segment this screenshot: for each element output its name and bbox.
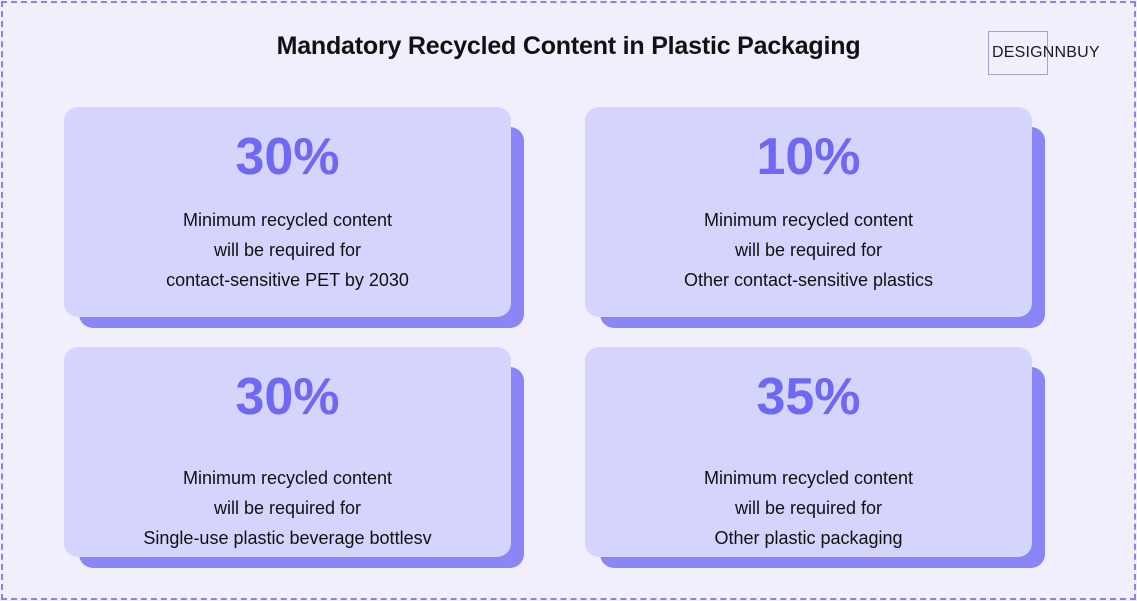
card-description: Minimum recycled content will be require… — [64, 205, 511, 295]
stat-card-other-contact-sensitive: 10% Minimum recycled content will be req… — [585, 107, 1045, 331]
card-line: will be required for — [734, 498, 883, 518]
card-line: Single-use plastic beverage bottlesv — [143, 528, 432, 548]
card-body: 35% Minimum recycled content will be req… — [585, 347, 1032, 557]
card-value: 30% — [235, 128, 340, 186]
card-description: Minimum recycled content will be require… — [64, 463, 511, 553]
card-line: will be required for — [213, 498, 362, 518]
logo-box — [988, 31, 1048, 75]
card-description: Minimum recycled content will be require… — [585, 205, 1032, 295]
card-body: 10% Minimum recycled content will be req… — [585, 107, 1032, 317]
card-line: Other plastic packaging — [714, 528, 903, 548]
card-line: Minimum recycled content — [703, 210, 914, 230]
card-line: will be required for — [734, 240, 883, 260]
stat-card-other-packaging: 35% Minimum recycled content will be req… — [585, 347, 1045, 571]
stat-card-contact-sensitive-pet: 30% Minimum recycled content will be req… — [64, 107, 524, 331]
card-value: 10% — [756, 128, 861, 186]
card-value: 35% — [756, 368, 861, 426]
logo-text: DESIGNNBUY — [992, 44, 1100, 61]
card-line: will be required for — [213, 240, 362, 260]
stat-card-beverage-bottles: 30% Minimum recycled content will be req… — [64, 347, 524, 571]
card-body: 30% Minimum recycled content will be req… — [64, 347, 511, 557]
card-line: Minimum recycled content — [182, 210, 393, 230]
brand-logo: DESIGNNBUY — [988, 31, 1100, 75]
page-title: Mandatory Recycled Content in Plastic Pa… — [276, 32, 861, 60]
card-line: Other contact-sensitive plastics — [683, 270, 934, 290]
card-line: contact-sensitive PET by 2030 — [166, 270, 409, 290]
card-line: Minimum recycled content — [703, 468, 914, 488]
card-description: Minimum recycled content will be require… — [585, 463, 1032, 553]
card-body: 30% Minimum recycled content will be req… — [64, 107, 511, 317]
card-value: 30% — [235, 368, 340, 426]
card-line: Minimum recycled content — [182, 468, 393, 488]
